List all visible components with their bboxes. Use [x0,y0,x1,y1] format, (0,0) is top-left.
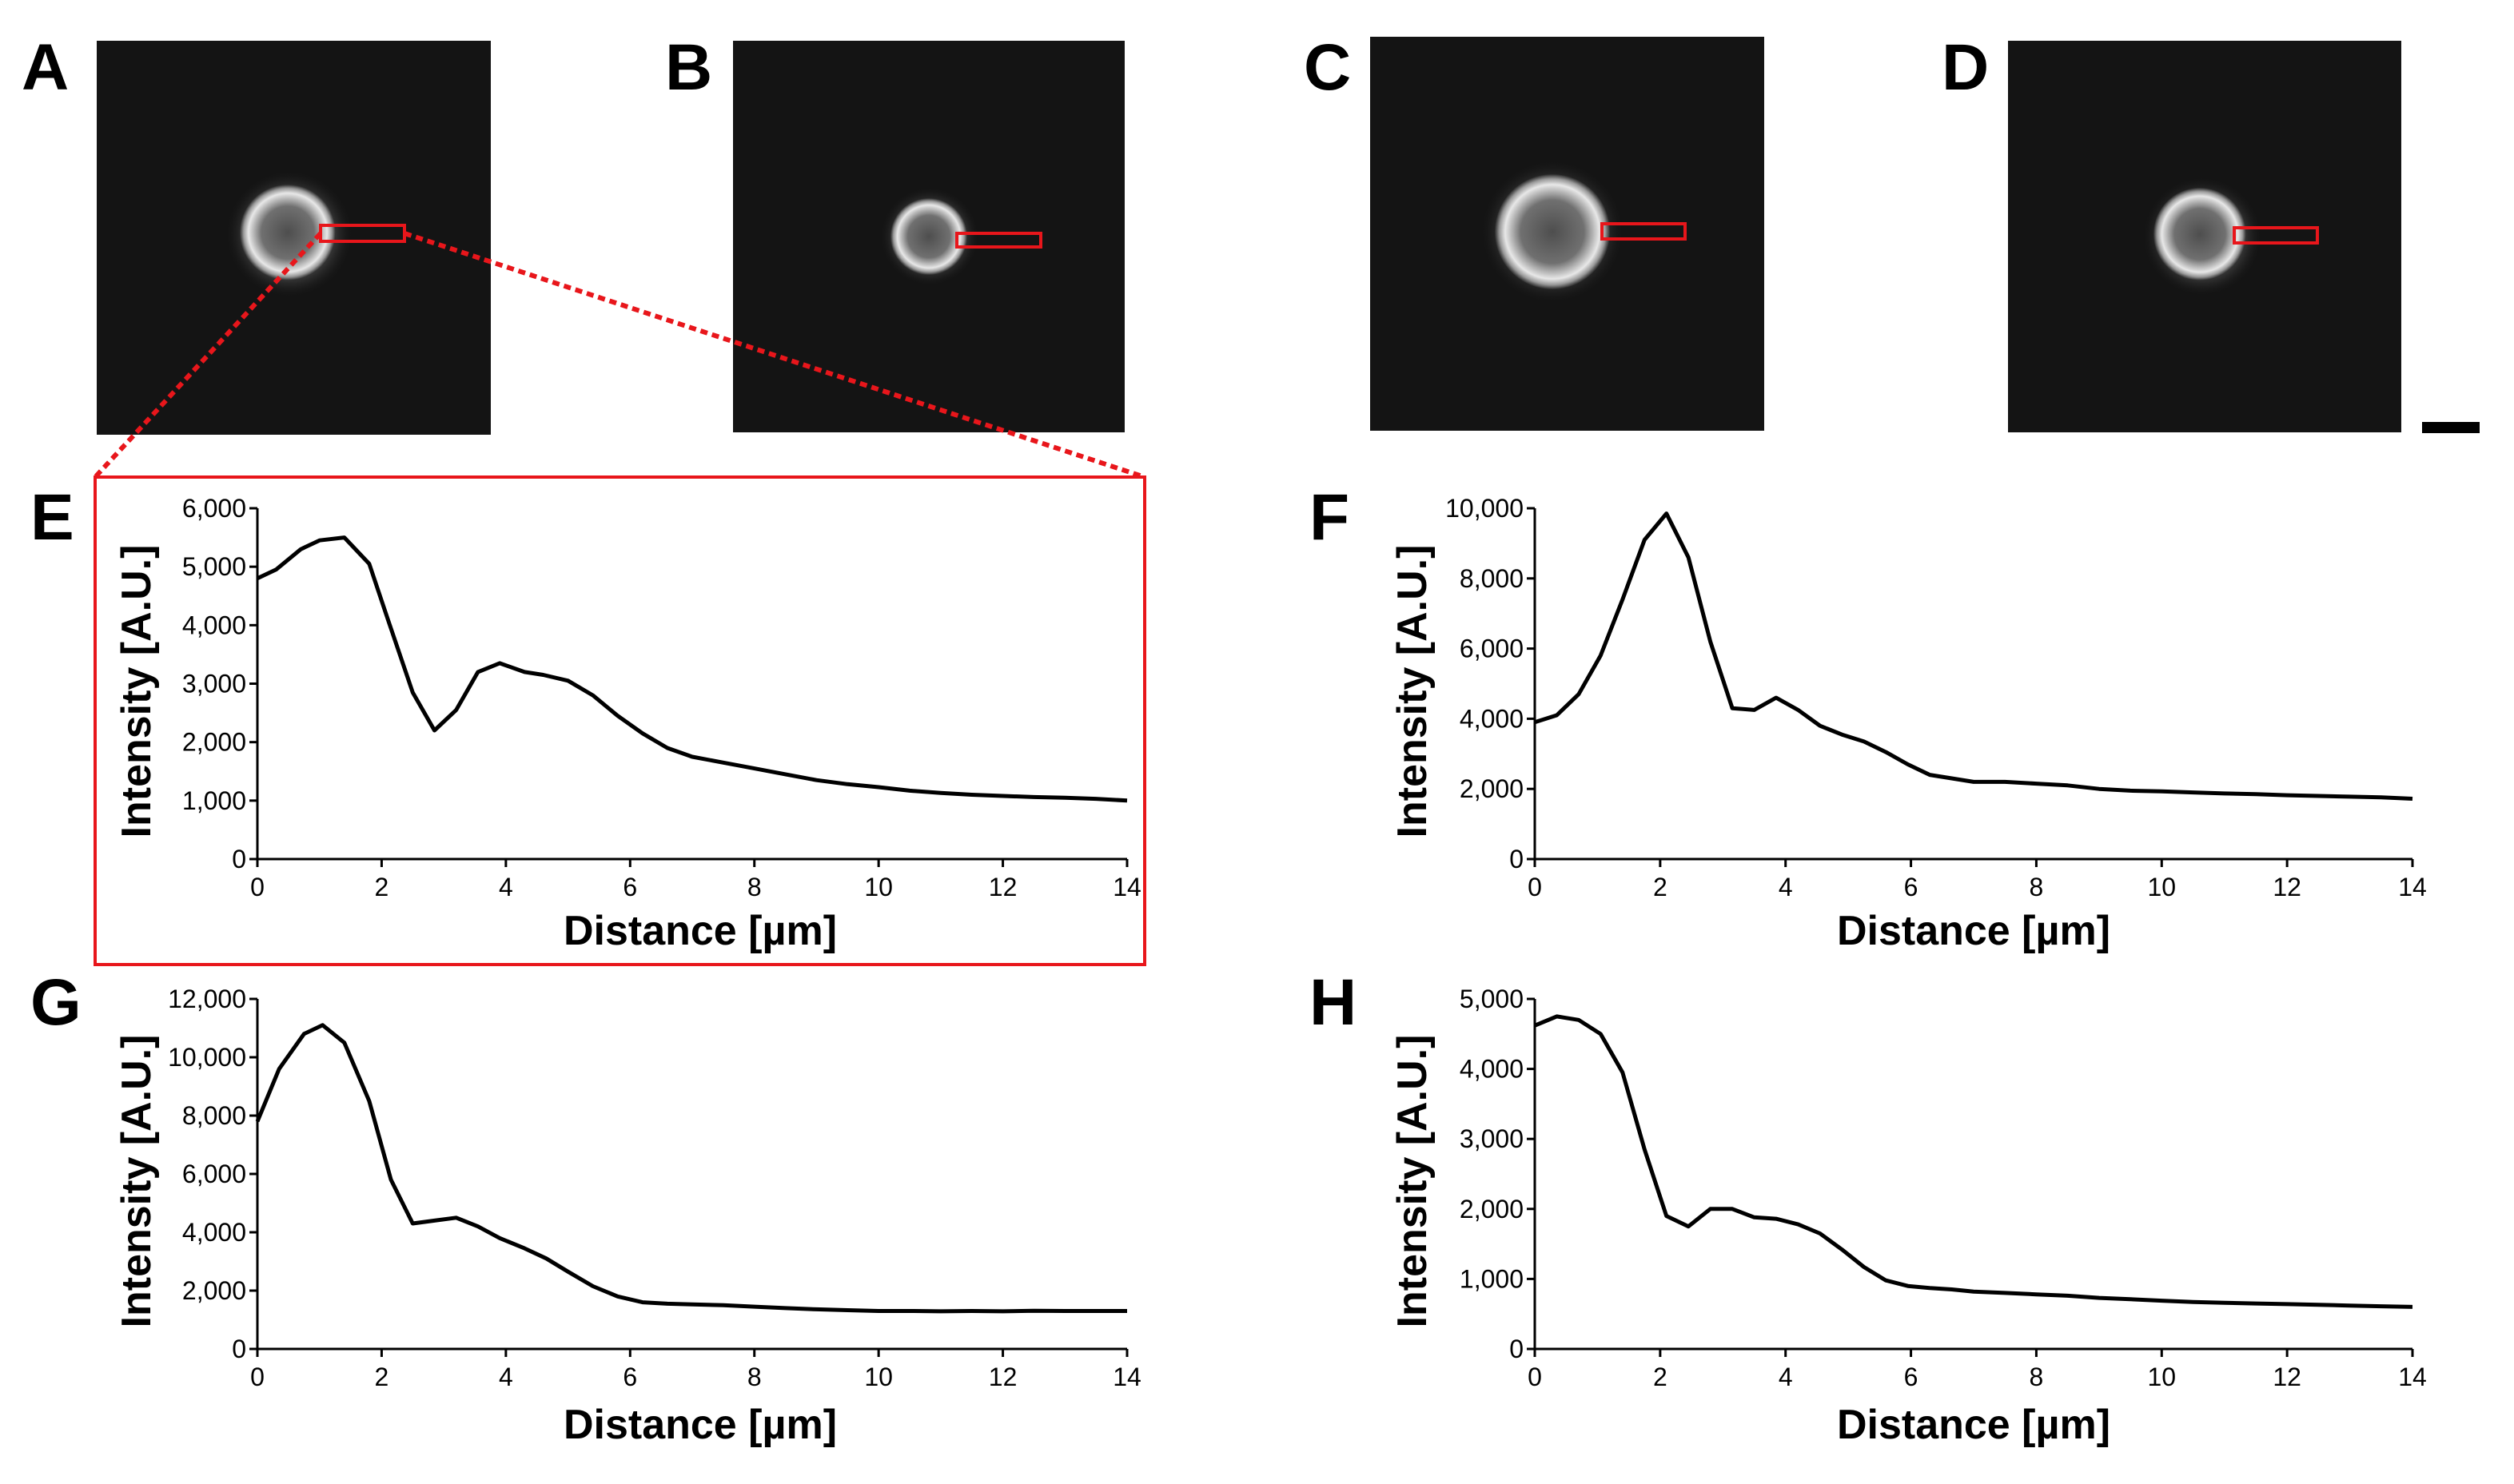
panel-label-e: E [30,481,74,554]
x-axis-title-f: Distance [µm] [1837,908,2110,954]
x-tick-label-g: 12 [989,1363,1018,1391]
y-tick-label-h: 4,000 [1460,1055,1524,1084]
image-panel-b: B [665,31,1125,432]
chart-e: E 0 1,000 2,000 3,000 4,000 5,000 6,000 0 2 4 6 8 10… [30,481,1141,954]
x-tick-label-h: 0 [1528,1363,1542,1391]
x-tick-label-f: 4 [1779,873,1793,901]
roi-box-c [1600,222,1687,241]
panel-label-h: H [1309,966,1357,1039]
cell-c [1495,174,1610,289]
y-tick-label-f: 4,000 [1460,704,1524,733]
x-tick-label-f: 6 [1904,873,1918,901]
x-tick-label-g: 0 [250,1363,265,1391]
x-tick-label-f: 0 [1528,873,1542,901]
x-axis-title-g: Distance [µm] [564,1402,837,1448]
zoom-connector-right [404,231,1145,479]
x-tick-label-f: 8 [2030,873,2044,901]
y-tick-label-f: 10,000 [1445,494,1524,523]
panel-label-c: C [1304,31,1351,104]
y-tick-label-h: 2,000 [1460,1195,1524,1223]
y-tick-label-g: 12,000 [168,985,246,1013]
series-line-f [1534,511,2413,801]
x-tick-label-g: 14 [1113,1363,1141,1391]
y-tick-label-e: 2,000 [182,728,246,757]
y-tick-label-g: 2,000 [182,1276,246,1305]
panel-label-a: A [22,31,69,104]
y-tick-label-f: 2,000 [1460,774,1524,803]
y-axis-title-h: Intensity [A.U.] [1389,1035,1436,1328]
cell-b [890,198,967,275]
y-tick-label-g: 10,000 [168,1043,246,1072]
x-tick-label-g: 10 [864,1363,893,1391]
x-tick-label-e: 10 [864,873,893,901]
x-tick-label-h: 6 [1904,1363,1918,1391]
y-tick-label-h: 5,000 [1460,985,1524,1013]
y-tick-label-f: 8,000 [1460,564,1524,593]
x-tick-label-e: 8 [747,873,762,901]
y-axis-title-g: Intensity [A.U.] [114,1035,160,1328]
y-tick-label-f: 0 [1509,845,1524,873]
x-tick-label-f: 2 [1653,873,1667,901]
y-axis-title-e: Intensity [A.U.] [114,545,160,838]
x-tick-label-e: 4 [499,873,513,901]
image-panel-d: D [1942,31,2401,432]
x-tick-label-e: 14 [1113,873,1141,901]
roi-box-d [2233,226,2319,245]
cell-d [2153,188,2246,280]
x-tick-label-e: 6 [623,873,637,901]
panel-label-d: D [1942,31,1989,104]
y-tick-label-e: 3,000 [182,670,246,698]
x-tick-label-e: 2 [375,873,389,901]
y-tick-label-h: 1,000 [1460,1264,1524,1293]
y-tick-label-e: 6,000 [182,494,246,523]
y-tick-label-g: 6,000 [182,1160,246,1188]
image-panel-c: C [1304,31,1764,431]
image-panel-a: A [22,31,491,435]
series-line-g [255,1023,1127,1314]
y-tick-label-g: 0 [232,1335,246,1363]
roi-box-b [955,232,1042,249]
x-tick-label-h: 4 [1779,1363,1793,1391]
y-tick-label-e: 0 [232,845,246,873]
y-tick-label-h: 0 [1509,1335,1524,1363]
x-tick-label-h: 8 [2030,1363,2044,1391]
x-tick-label-e: 0 [250,873,265,901]
y-tick-label-e: 4,000 [182,611,246,639]
x-tick-label-h: 14 [2398,1363,2427,1391]
x-tick-label-f: 14 [2398,873,2427,901]
y-tick-label-g: 8,000 [182,1101,246,1130]
x-tick-label-h: 10 [2147,1363,2176,1391]
y-tick-label-e: 5,000 [182,552,246,581]
y-tick-label-g: 4,000 [182,1218,246,1247]
x-tick-label-g: 2 [375,1363,389,1391]
panel-label-b: B [665,31,712,104]
x-tick-label-h: 12 [2273,1363,2301,1391]
y-tick-label-f: 6,000 [1460,635,1524,663]
x-tick-label-g: 8 [747,1363,762,1391]
zoom-connector-left [93,231,323,479]
series-line-h [1534,1014,2413,1309]
y-axis-title-f: Intensity [A.U.] [1389,545,1436,838]
chart-f: F 0 2,000 4,000 6,000 8,000 10,000 0 2 4 6 8 10 12 14… [1309,481,2427,954]
x-axis-title-h: Distance [µm] [1837,1402,2110,1448]
scale-bar [2422,422,2480,433]
x-tick-label-f: 10 [2147,873,2176,901]
panel-label-f: F [1309,481,1349,554]
x-tick-label-f: 12 [2273,873,2301,901]
y-tick-label-h: 3,000 [1460,1124,1524,1153]
zoom-frame-e [94,475,1146,966]
series-line-e [256,535,1128,803]
x-tick-label-g: 6 [623,1363,637,1391]
y-tick-label-e: 1,000 [182,786,246,815]
panel-label-g: G [30,966,82,1039]
x-tick-label-h: 2 [1653,1363,1667,1391]
chart-g: G 0 2,000 4,000 6,000 8,000 10,000 12,000 0 2 4 6 8… [30,966,1141,1448]
x-tick-label-g: 4 [499,1363,513,1391]
cell-a [240,185,336,280]
x-axis-title-e: Distance [µm] [564,908,837,954]
x-tick-label-e: 12 [989,873,1018,901]
